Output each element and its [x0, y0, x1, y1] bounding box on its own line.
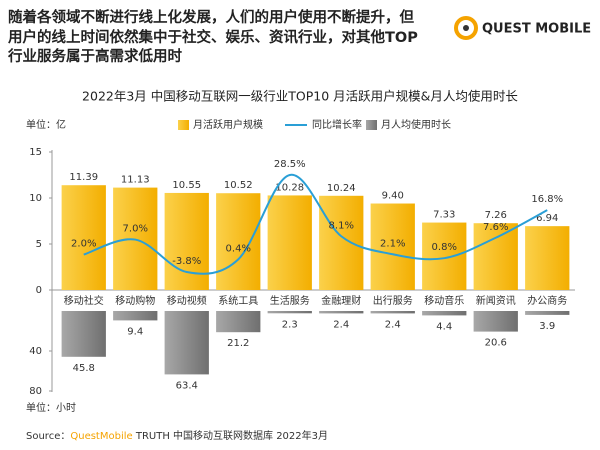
bar: [370, 311, 415, 314]
data-label: 0.4%: [226, 243, 251, 254]
bar: [113, 311, 158, 321]
data-label: 4.4: [436, 321, 452, 332]
data-label: 11.39: [69, 172, 98, 183]
data-label: 28.5%: [274, 159, 306, 170]
bar: [61, 185, 106, 290]
legend-swatch: [178, 120, 189, 130]
data-label: 45.8: [73, 363, 95, 374]
x-tick-label: 移动视频: [167, 294, 207, 307]
data-label: 7.26: [485, 210, 507, 221]
x-tick-label: 办公商务: [527, 294, 567, 307]
data-label: 8.1%: [329, 220, 354, 231]
x-tick-label: 系统工具: [218, 294, 258, 307]
data-label: 2.4: [333, 319, 349, 330]
y-tick-label: 0: [36, 285, 42, 296]
data-label: 10.52: [224, 180, 253, 191]
header-line: 随着各领域不断进行线上化发展，人们的用户使用不断提升，但: [8, 8, 414, 26]
bar: [267, 195, 312, 290]
legend-label: 同比增长率: [312, 118, 362, 131]
bar: [525, 226, 570, 290]
data-label: 7.6%: [483, 222, 508, 233]
source-text: TRUTH 中国移动互联网数据库 2022年3月: [133, 429, 328, 442]
header-line: 用户的线上时间依然集中于社交、娱乐、资讯行业，对其他TOP: [8, 28, 418, 46]
bar: [422, 222, 467, 290]
bar: [61, 311, 106, 357]
bar: [525, 311, 570, 315]
bar: [267, 311, 312, 314]
bar: [319, 311, 364, 314]
header-line: 行业服务属于高需求低用时: [7, 47, 182, 65]
x-tick-label: 生活服务: [270, 294, 310, 307]
data-label: 0.8%: [432, 242, 457, 253]
data-label: 2.1%: [380, 238, 405, 249]
legend-label: 月人均使用时长: [381, 118, 451, 131]
source-brand: QuestMobile: [70, 431, 132, 442]
data-label: -3.8%: [172, 256, 201, 267]
y-tick-label: 5: [36, 239, 42, 250]
bar: [216, 311, 261, 333]
data-label: 11.13: [121, 175, 150, 186]
data-label: 2.4: [385, 319, 401, 330]
x-tick-label: 移动社交: [64, 294, 104, 307]
bar: [422, 311, 467, 316]
data-label: 10.28: [275, 182, 304, 193]
x-tick-label: 移动购物: [115, 294, 155, 307]
legend-swatch: [366, 120, 377, 130]
data-label: 9.4: [127, 326, 143, 337]
data-label: 2.3: [282, 319, 298, 330]
x-tick-label: 移动音乐: [424, 294, 464, 307]
data-label: 2.0%: [71, 239, 96, 250]
unit-label: 单位：亿: [26, 118, 66, 131]
logo-icon: [454, 16, 478, 40]
data-label: 63.4: [176, 380, 198, 391]
data-label: 10.55: [172, 180, 201, 191]
data-label: 16.8%: [531, 194, 563, 205]
y2-tick-label: 40: [29, 346, 42, 357]
x-tick-label: 金融理财: [321, 294, 361, 307]
chart-title: 2022年3月 中国移动互联网一级行业TOP10 月活跃用户规模&月人均使用时长: [82, 89, 518, 104]
legend-label: 月活跃用户规模: [193, 118, 263, 131]
x-tick-label: 新闻资讯: [476, 294, 516, 307]
data-label: 7.0%: [123, 224, 148, 235]
data-label: 9.40: [382, 191, 404, 202]
bar: [370, 203, 415, 290]
logo-icon: [463, 25, 469, 31]
bar: [473, 311, 518, 332]
y2-tick-label: 80: [29, 386, 42, 397]
data-label: 6.94: [536, 213, 558, 224]
data-label: 20.6: [485, 338, 507, 349]
line: [83, 173, 548, 275]
logo: QUEST MOBILE: [482, 22, 591, 37]
bar: [216, 193, 261, 290]
bar: [164, 192, 209, 290]
source: Source：QuestMobile TRUTH 中国移动互联网数据库 2022…: [26, 429, 328, 442]
data-label: 21.2: [227, 338, 249, 349]
data-label: 7.33: [433, 210, 455, 221]
bar: [473, 223, 518, 290]
unit-label: 单位：小时: [26, 401, 76, 414]
y-tick-label: 15: [29, 147, 42, 158]
bar: [319, 195, 364, 290]
data-label: 3.9: [539, 321, 555, 332]
bar: [164, 311, 209, 375]
source-label: Source：: [26, 431, 70, 442]
data-label: 10.24: [327, 183, 356, 194]
y-tick-label: 10: [29, 193, 42, 204]
x-tick-label: 出行服务: [373, 294, 413, 307]
